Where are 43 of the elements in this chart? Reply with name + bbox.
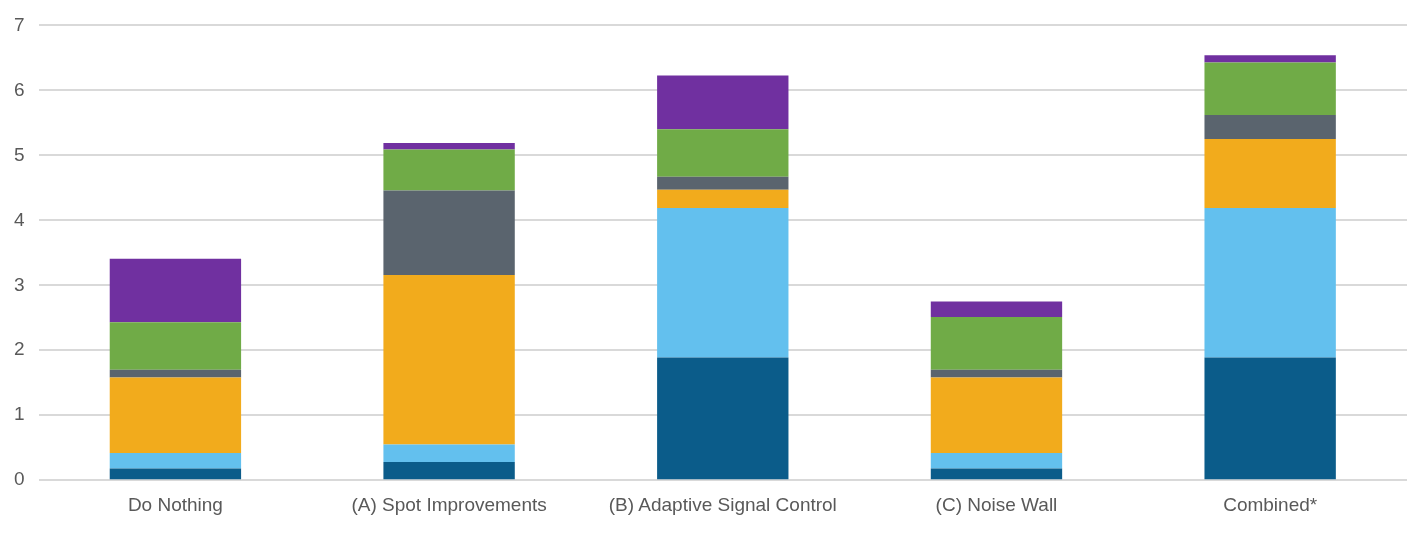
y-tick-label: 1	[13, 403, 25, 425]
bar	[1204, 115, 1336, 140]
bar	[383, 444, 515, 463]
y-tick-label: 5	[13, 143, 25, 165]
bar	[657, 357, 789, 480]
bar	[1204, 207, 1336, 358]
bar	[657, 176, 789, 190]
bar	[109, 322, 242, 370]
bar	[109, 377, 242, 453]
y-tick-label: 4	[13, 208, 25, 230]
bar	[383, 149, 515, 191]
y-tick-label: 7	[13, 13, 25, 35]
bar	[109, 452, 242, 469]
bar	[383, 143, 515, 150]
x-tick-label: (A) Spot Improvements	[351, 493, 547, 515]
bar	[930, 377, 1063, 453]
bar	[109, 468, 242, 480]
bar	[930, 452, 1063, 469]
x-tick-label: (B) Adaptive Signal Control	[608, 493, 837, 515]
y-tick-label: 3	[13, 273, 25, 295]
bar	[109, 369, 242, 378]
bar	[930, 301, 1063, 318]
y-tick-label: 0	[13, 468, 25, 490]
y-tick-label: 6	[13, 78, 25, 100]
bar	[1204, 62, 1336, 116]
bar	[109, 258, 242, 323]
bar	[1204, 357, 1336, 480]
bar	[1204, 55, 1336, 63]
x-tick-label: (C) Noise Wall	[935, 493, 1058, 515]
bar	[383, 462, 515, 480]
bar	[657, 207, 789, 358]
bar	[930, 317, 1063, 370]
bar	[930, 369, 1063, 378]
bar	[1204, 139, 1336, 208]
bar	[383, 190, 515, 275]
y-tick-label: 2	[13, 338, 25, 360]
x-tick-label: Combined*	[1223, 493, 1318, 515]
bar	[930, 468, 1063, 480]
bar	[657, 129, 789, 177]
x-tick-label: Do Nothing	[127, 493, 223, 515]
bar	[657, 75, 789, 130]
bar	[657, 189, 789, 208]
bar	[383, 274, 515, 445]
